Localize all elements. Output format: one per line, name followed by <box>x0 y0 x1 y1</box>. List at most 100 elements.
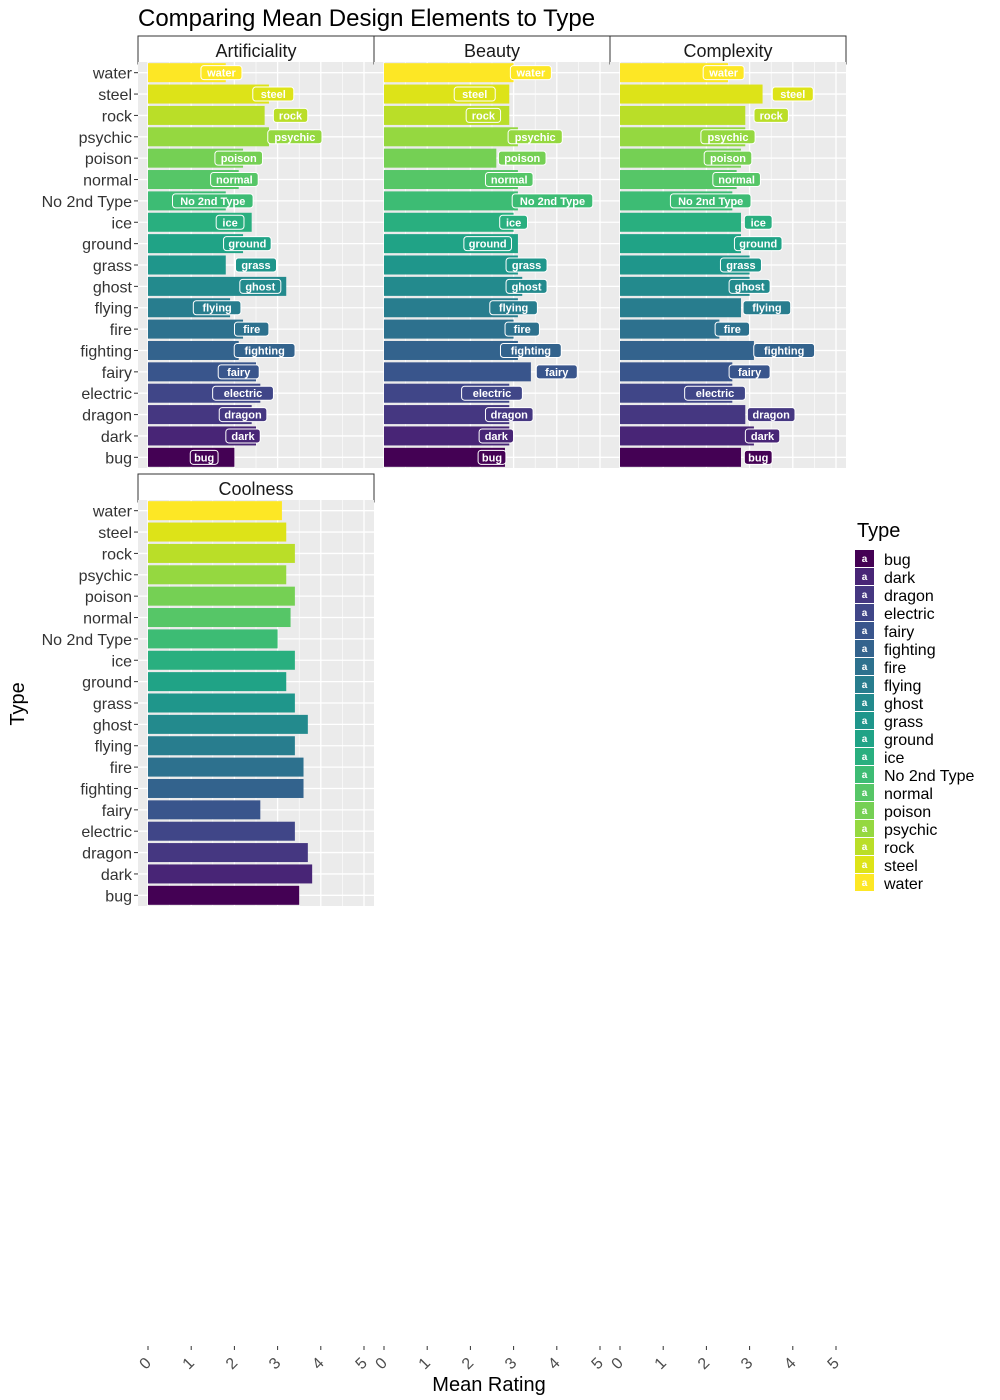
data-label: rock <box>279 110 303 122</box>
y-tick-label: fire <box>110 322 132 339</box>
bar-poison <box>148 586 295 606</box>
bar-fire <box>148 319 244 339</box>
y-tick-label: ice <box>112 653 133 670</box>
data-label: ground <box>469 239 507 251</box>
bar-fire <box>148 757 304 777</box>
y-tick-label: No 2nd Type <box>42 632 133 649</box>
bar-normal <box>148 608 291 628</box>
legend-item-ground: a ground <box>855 730 934 749</box>
x-tick-label: 0 <box>373 1355 391 1373</box>
legend-label: steel <box>884 858 918 875</box>
x-tick-label: 2 <box>223 1355 241 1373</box>
bar-bug <box>148 885 300 905</box>
y-tick-label: dragon <box>82 408 132 425</box>
legend-item-no-2nd-type: a No 2nd Type <box>855 766 975 785</box>
data-label-box <box>771 86 814 102</box>
data-label: normal <box>216 175 253 187</box>
data-label: No 2nd Type <box>180 196 245 208</box>
facet-panels: Artificiality water steel rock psychic poison… <box>42 35 847 1373</box>
legend-item-psychic: a psychic <box>855 820 937 839</box>
legend-key <box>855 856 874 873</box>
data-label-box <box>189 449 219 465</box>
data-label-box <box>504 321 540 337</box>
bar-rock <box>148 105 265 125</box>
bar-flying <box>620 298 741 318</box>
bar-ground <box>148 234 244 254</box>
legend-item-water: a water <box>855 874 924 893</box>
x-axis-col-2: 0 1 2 3 4 5 <box>373 1346 607 1373</box>
x-tick-label: 1 <box>416 1355 434 1373</box>
y-tick-label: steel <box>98 525 132 542</box>
data-label-box <box>714 321 751 337</box>
legend-key <box>855 820 874 837</box>
x-tick-label: 3 <box>502 1355 520 1373</box>
data-label-box <box>239 278 282 294</box>
data-label: dragon <box>491 410 529 422</box>
y-tick-label: psychic <box>79 568 132 585</box>
bar-ice <box>620 212 741 232</box>
bar-steel <box>148 522 287 542</box>
data-label: fairy <box>545 367 569 379</box>
legend-item-fairy: a fairy <box>855 622 914 641</box>
legend-key <box>855 640 874 657</box>
legend-key <box>855 766 874 783</box>
data-label-box <box>507 129 563 145</box>
legend-item-dragon: a dragon <box>855 586 934 605</box>
x-tick-label: 4 <box>545 1355 563 1373</box>
legend-label: bug <box>884 552 911 569</box>
legend-key <box>855 802 874 819</box>
bar-fighting <box>148 778 304 798</box>
y-tick-label: flying <box>95 739 132 756</box>
data-label: psychic <box>515 132 556 144</box>
legend-key-glyph: a <box>862 788 868 799</box>
bar-water <box>620 63 728 83</box>
data-label: flying <box>752 303 781 315</box>
data-label-box <box>478 428 515 444</box>
bar-rock <box>148 543 295 563</box>
y-tick-label: ground <box>82 237 132 254</box>
data-label-box <box>212 385 274 401</box>
data-label: electric <box>224 388 263 400</box>
y-tick-label: electric <box>81 824 132 841</box>
legend-key <box>855 604 874 621</box>
data-label: ghost <box>512 281 542 293</box>
y-tick-label: dark <box>101 867 133 884</box>
data-label-box <box>218 407 268 423</box>
data-label: bug <box>748 452 768 464</box>
data-label-box <box>499 342 562 358</box>
data-label-box <box>217 364 260 380</box>
data-label-box <box>728 278 771 294</box>
y-axis-title: Type <box>7 682 29 725</box>
data-label-box <box>700 129 756 145</box>
y-tick-label: No 2nd Type <box>42 194 133 211</box>
data-label: ground <box>228 239 266 251</box>
legend-item-dark: a dark <box>855 568 916 587</box>
bar-dragon <box>148 843 308 863</box>
data-label: fairy <box>738 367 762 379</box>
legend-key-glyph: a <box>862 734 868 745</box>
bar-fighting <box>620 340 754 360</box>
bar-fighting <box>148 340 239 360</box>
bar-fairy <box>148 800 261 820</box>
data-label: steel <box>780 89 805 101</box>
data-label: grass <box>512 260 541 272</box>
y-tick-label: flying <box>95 301 132 318</box>
data-label-box <box>702 65 745 81</box>
data-label-box <box>753 342 816 358</box>
x-axis-title: Mean Rating <box>432 1374 545 1396</box>
data-label-box <box>684 385 746 401</box>
bar-steel <box>148 84 269 104</box>
data-label: rock <box>472 110 496 122</box>
data-label-box <box>461 385 523 401</box>
data-label: poison <box>710 153 746 165</box>
bar-ground <box>148 672 287 692</box>
legend: Type a bug a dark a dragon a electric a fairy a fig… <box>855 520 975 893</box>
data-label: rock <box>760 110 784 122</box>
data-label-box <box>743 214 773 230</box>
data-label: dark <box>231 431 255 443</box>
y-tick-label: dragon <box>82 846 132 863</box>
data-label: dragon <box>224 410 262 422</box>
bar-grass <box>620 255 750 275</box>
legend-key-glyph: a <box>862 554 868 565</box>
data-label-box <box>465 107 502 123</box>
